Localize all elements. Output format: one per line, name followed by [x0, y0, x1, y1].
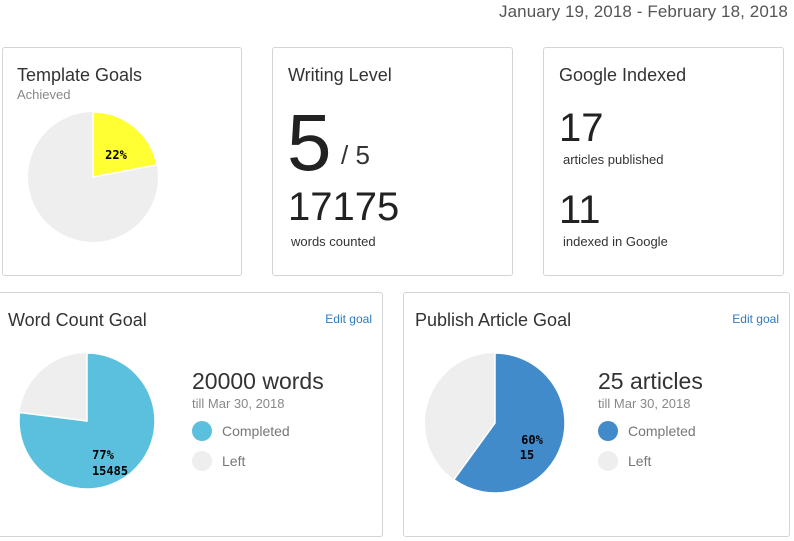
pie-slice-completed — [452, 352, 566, 494]
writing-level-value: 5 — [287, 98, 332, 187]
pie-label-percent: 77% — [92, 448, 114, 462]
card-title: Template Goals — [17, 65, 143, 85]
edit-goal-link[interactable]: Edit goal — [325, 312, 372, 326]
legend-swatch-left — [192, 451, 212, 471]
legend-swatch-completed — [598, 421, 618, 441]
word-count-pie: 77% 15485 — [18, 352, 156, 490]
legend-swatch-completed — [192, 421, 212, 441]
card-title: Word Count Goal — [8, 310, 147, 330]
words-count-label: words counted — [291, 234, 376, 249]
legend-completed: Completed — [192, 421, 290, 441]
pie-slice-completed — [18, 352, 156, 490]
legend-left: Left — [598, 451, 651, 471]
date-range[interactable]: January 19, 2018 - February 18, 2018 — [498, 2, 788, 21]
published-label: articles published — [563, 152, 664, 167]
pie-slice-achieved — [92, 111, 158, 178]
indexed-label: indexed in Google — [563, 234, 668, 249]
word-count-goal-card: Word Count Goal Edit goal 77% 15485 2000… — [0, 292, 383, 537]
goal-amount: 20000 words — [192, 368, 324, 394]
words-count: 17175 — [288, 185, 400, 229]
publish-article-pie: 60% 15 — [425, 352, 566, 494]
writing-level-max: / 5 — [341, 140, 370, 170]
pie-label-percent: 60% — [521, 433, 543, 447]
card-title: Writing Level — [288, 65, 392, 85]
template-goals-card: Template Goals Achieved 22% — [2, 47, 242, 276]
legend-label: Left — [628, 453, 652, 469]
goal-amount: 25 articles — [598, 368, 703, 394]
indexed-count: 11 — [559, 188, 601, 232]
google-indexed-card: Google Indexed 17 articles published 11 … — [543, 47, 784, 276]
card-title: Google Indexed — [559, 65, 687, 85]
template-goals-pie: 22% — [28, 111, 158, 242]
card-subtitle: Achieved — [17, 87, 71, 102]
legend-left: Left — [192, 451, 245, 471]
card-title: Publish Article Goal — [415, 310, 572, 330]
legend-completed: Completed — [598, 421, 696, 441]
legend-label: Left — [222, 453, 246, 469]
goal-deadline: till Mar 30, 2018 — [598, 396, 691, 411]
pie-label-value: 15485 — [92, 464, 128, 478]
published-count: 17 — [559, 106, 604, 150]
edit-goal-link[interactable]: Edit goal — [732, 312, 779, 326]
legend-label: Completed — [222, 423, 290, 439]
writing-level-card: Writing Level 5 / 5 17175 words counted — [272, 47, 513, 276]
goal-deadline: till Mar 30, 2018 — [192, 396, 285, 411]
publish-article-goal-card: Publish Article Goal Edit goal 60% 15 25… — [403, 292, 790, 537]
legend-label: Completed — [628, 423, 696, 439]
pie-label-value: 15 — [520, 448, 534, 462]
pie-label-percent: 22% — [105, 148, 127, 162]
legend-swatch-left — [598, 451, 618, 471]
